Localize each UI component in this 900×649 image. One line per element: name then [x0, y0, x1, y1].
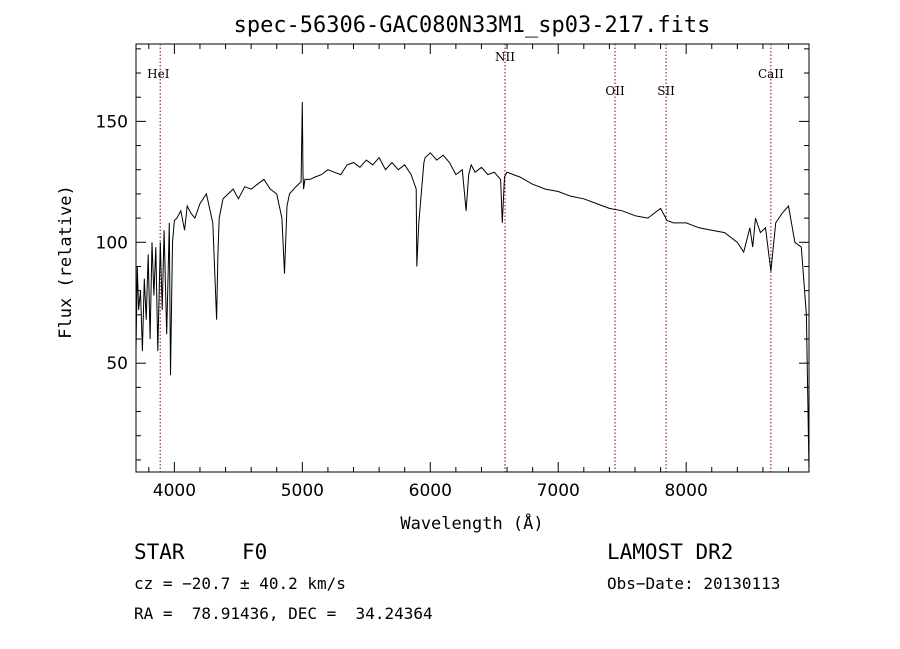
ra-dec-coordinates: RA = 78.91436, DEC = 34.24364 [134, 604, 433, 623]
spectral-line-label: SII [657, 84, 675, 98]
object-class: STAR [134, 540, 185, 564]
survey-name: LAMOST DR2 [607, 540, 734, 564]
plot-area: 4000 5000 6000 7000 8000 50 100 150 HeI NII OII SII… [96, 43, 810, 501]
spectral-line-label: CaII [758, 67, 784, 81]
y-tick-label: 150 [96, 112, 128, 132]
y-tick-label: 50 [106, 354, 128, 374]
x-tick-label: 4000 [153, 481, 196, 501]
spectral-line-label: OII [605, 84, 625, 98]
observation-date: Obs−Date: 20130113 [607, 574, 781, 593]
spectral-type: F0 [242, 540, 268, 564]
chart-title: spec-56306-GAC080N33M1_sp03-217.fits [234, 13, 711, 38]
x-axis-label: Wavelength (Å) [400, 512, 543, 534]
spectral-line-label: HeI [147, 67, 170, 81]
x-tick-label: 8000 [665, 481, 708, 501]
x-tick-label: 6000 [409, 481, 452, 501]
y-axis-label: Flux (relative) [56, 185, 76, 339]
redshift-velocity: cz = −20.7 ± 40.2 km/s [134, 574, 346, 593]
x-tick-label: 5000 [281, 481, 324, 501]
y-tick-label: 100 [96, 233, 128, 253]
plot-frame [135, 43, 810, 473]
x-tick-label: 7000 [537, 481, 580, 501]
spectrum-line [135, 101, 810, 473]
spectral-line-label: NII [495, 50, 515, 64]
